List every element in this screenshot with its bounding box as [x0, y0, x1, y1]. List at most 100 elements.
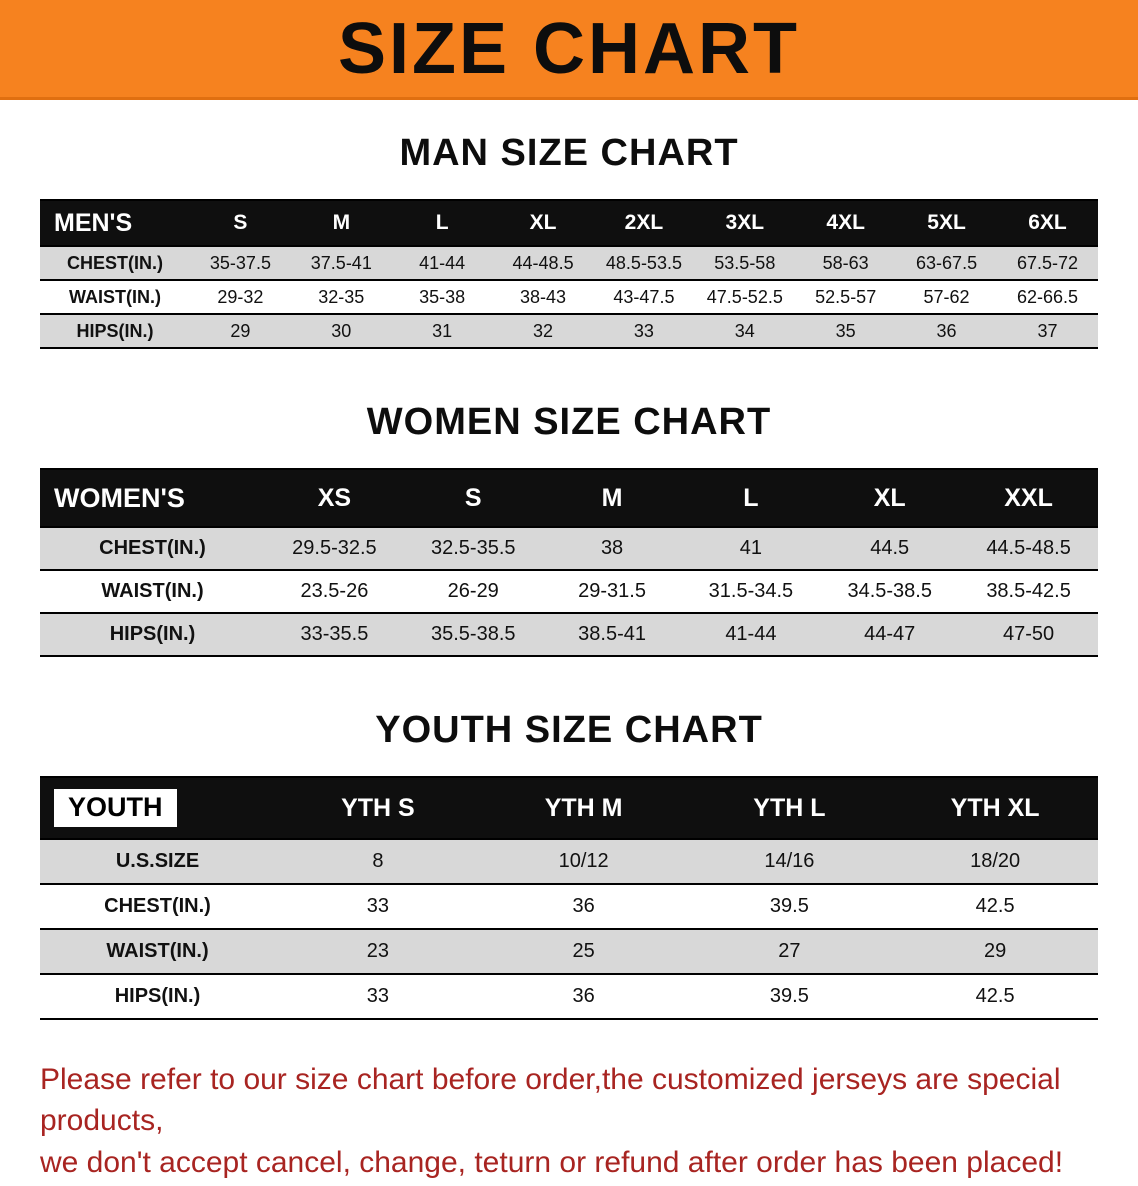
- size-cell: 33-35.5: [300, 623, 369, 645]
- women-section: WOMEN SIZE CHART WOMEN'S XS S M L XL XXL CHEST(…: [0, 401, 1138, 657]
- column-header: XL: [820, 469, 960, 527]
- size-cell: 67.5-72: [1016, 252, 1079, 273]
- size-cell: 23: [366, 940, 389, 962]
- header-row: MEN'S S M L XL 2XL 3XL 4XL 5XL 6XL: [40, 200, 1098, 246]
- row-label: WAIST(IN.): [69, 286, 161, 307]
- table-row: WAIST(IN.) 23.5-26 26-29 29-31.5 31.5-34.5 34…: [40, 570, 1098, 613]
- row-label: HIPS(IN.): [76, 320, 154, 341]
- size-cell: 31: [432, 320, 453, 341]
- size-cell: 42.5: [975, 985, 1015, 1007]
- column-header: XL: [492, 200, 594, 246]
- size-cell: 32: [533, 320, 554, 341]
- column-header: 2XL: [593, 200, 695, 246]
- size-cell: 33: [366, 985, 389, 1007]
- size-cell: 62-66.5: [1016, 286, 1079, 307]
- column-header: L: [391, 200, 493, 246]
- youth-size-table: YOUTH YTH S YTH M YTH L YTH XL U.S.SIZE 8 10/12…: [40, 776, 1098, 1020]
- footer-note: Please refer to our size chart before or…: [0, 1060, 1138, 1184]
- row-label: CHEST(IN.): [104, 895, 211, 917]
- size-cell: 35-38: [419, 286, 466, 307]
- table-row: WAIST(IN.) 23 25 27 29: [40, 929, 1098, 974]
- size-cell: 43-47.5: [613, 286, 675, 307]
- column-header: YTH M: [480, 777, 687, 839]
- size-cell: 35.5-38.5: [430, 623, 516, 645]
- main-content: MAN SIZE CHART MEN'S S M L XL 2XL 3XL 4XL 5XL 6XL…: [0, 132, 1138, 1030]
- size-cell: 58-63: [822, 252, 869, 273]
- size-cell: 47.5-52.5: [706, 286, 783, 307]
- column-header: 6XL: [997, 200, 1098, 246]
- size-cell: 10/12: [558, 850, 609, 872]
- size-cell: 44.5: [870, 537, 910, 559]
- table-row: CHEST(IN.) 29.5-32.5 32.5-35.5 38 41 44.5 44.5…: [40, 527, 1098, 570]
- row-label: WAIST(IN.): [106, 940, 209, 962]
- size-cell: 29: [984, 940, 1007, 962]
- size-cell: 31.5-34.5: [708, 580, 794, 602]
- youth-section: YOUTH SIZE CHART YOUTH YTH S YTH M YTH L YTH…: [0, 709, 1138, 1020]
- column-header: 3XL: [694, 200, 796, 246]
- size-cell: 35-37.5: [209, 252, 271, 273]
- size-cell: 33: [366, 895, 389, 917]
- size-cell: 27: [778, 940, 801, 962]
- women-section-heading: WOMEN SIZE CHART: [366, 401, 772, 443]
- size-cell: 37: [1037, 320, 1058, 341]
- table-row: CHEST(IN.) 33 36 39.5 42.5: [40, 884, 1098, 929]
- size-cell: 8: [372, 850, 384, 872]
- size-cell: 23.5-26: [300, 580, 369, 602]
- table-title-text: YOUTH: [54, 789, 177, 827]
- column-header: XXL: [959, 469, 1098, 527]
- row-label: U.S.SIZE: [115, 850, 200, 872]
- size-cell: 41: [739, 537, 763, 559]
- size-cell: 47-50: [1002, 623, 1055, 645]
- table-title: YOUTH: [40, 777, 275, 839]
- row-label: HIPS(IN.): [109, 623, 196, 645]
- size-cell: 38.5-42.5: [986, 580, 1071, 602]
- column-header: 5XL: [896, 200, 997, 246]
- table-row: HIPS(IN.) 29 30 31 32 33 34 35 36 37: [40, 314, 1098, 348]
- youth-section-heading: YOUTH SIZE CHART: [375, 709, 763, 751]
- size-cell: 33: [633, 320, 654, 341]
- table-title: MEN'S: [40, 200, 190, 246]
- size-cell: 34: [734, 320, 755, 341]
- size-cell: 26-29: [447, 580, 499, 602]
- size-cell: 42.5: [975, 895, 1015, 917]
- column-header: L: [681, 469, 821, 527]
- women-size-table: WOMEN'S XS S M L XL XXL CHEST(IN.) 29.5-32.5 32.5…: [40, 468, 1098, 657]
- column-header: YTH L: [686, 777, 893, 839]
- size-cell: 18/20: [970, 850, 1021, 872]
- row-label: CHEST(IN.): [67, 252, 163, 273]
- men-section: MAN SIZE CHART MEN'S S M L XL 2XL 3XL 4XL 5XL 6XL…: [0, 132, 1138, 349]
- size-cell: 30: [331, 320, 352, 341]
- size-cell: 37.5-41: [310, 252, 372, 273]
- table-title: WOMEN'S: [40, 469, 265, 527]
- column-header: XS: [265, 469, 404, 527]
- size-cell: 44-48.5: [512, 252, 574, 273]
- size-cell: 29.5-32.5: [292, 537, 377, 559]
- size-cell: 44-47: [864, 623, 916, 645]
- table-row: HIPS(IN.) 33 36 39.5 42.5: [40, 974, 1098, 1019]
- size-cell: 38.5-41: [578, 623, 646, 645]
- note-line-2: we don't accept cancel, change, teturn o…: [40, 1146, 1064, 1179]
- table-row: WAIST(IN.) 29-32 32-35 35-38 38-43 43-47.5 47.…: [40, 280, 1098, 314]
- column-header: YTH S: [275, 777, 481, 839]
- column-header: 4XL: [795, 200, 897, 246]
- banner: SIZE CHART: [0, 0, 1138, 100]
- size-cell: 52.5-57: [815, 286, 877, 307]
- row-label: HIPS(IN.): [114, 985, 201, 1007]
- column-header: M: [290, 200, 392, 246]
- table-row: U.S.SIZE 8 10/12 14/16 18/20: [40, 839, 1098, 884]
- size-cell: 39.5: [769, 895, 809, 917]
- size-cell: 63-67.5: [916, 252, 978, 273]
- column-header: S: [403, 469, 543, 527]
- size-cell: 35: [835, 320, 856, 341]
- row-label: WAIST(IN.): [101, 580, 204, 602]
- header-row: YOUTH YTH S YTH M YTH L YTH XL: [40, 777, 1098, 839]
- row-label: CHEST(IN.): [99, 537, 206, 559]
- page-title: SIZE CHART: [338, 8, 800, 89]
- size-cell: 14/16: [764, 850, 815, 872]
- size-cell: 29: [230, 320, 251, 341]
- table-row: CHEST(IN.) 35-37.5 37.5-41 41-44 44-48.5 48.5…: [40, 246, 1098, 280]
- size-cell: 32.5-35.5: [430, 537, 516, 559]
- header-row: WOMEN'S XS S M L XL XXL: [40, 469, 1098, 527]
- size-cell: 57-62: [923, 286, 970, 307]
